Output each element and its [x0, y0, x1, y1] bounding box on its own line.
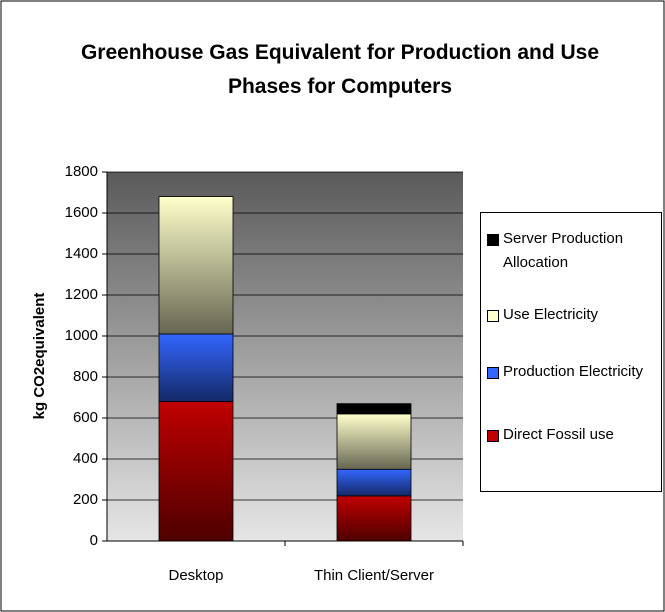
y-tick-label: 800: [73, 368, 98, 385]
y-tick-label: 400: [73, 450, 98, 467]
y-tick-label: 1000: [65, 327, 98, 344]
bar-shade: [337, 403, 411, 414]
y-tick-label: 1800: [65, 163, 98, 180]
legend-label: Direct Fossil use: [503, 426, 614, 443]
y-tick-label: 1600: [65, 204, 98, 221]
y-tick-label: 0: [90, 532, 98, 549]
bar-shade: [337, 469, 411, 496]
legend-label: Use Electricity: [503, 306, 599, 323]
legend-label: Production Electricity: [503, 363, 644, 380]
bar-shade: [159, 401, 233, 541]
legend-label: Server Production Allocation: [503, 230, 624, 271]
legend-swatch: [487, 430, 499, 442]
y-tick-label: 1400: [65, 245, 98, 262]
legend-swatch: [487, 234, 499, 246]
legend: Server Production Allocation Use Electric…: [480, 212, 662, 492]
chart-title: Greenhouse Gas Equivalent for Production…: [80, 41, 600, 98]
legend-item: Server Production Allocation: [487, 227, 663, 275]
y-tick-label: 200: [73, 491, 98, 508]
legend-item: Use Electricity: [487, 303, 663, 327]
y-tick-label: 1200: [65, 286, 98, 303]
y-tick-label: 600: [73, 409, 98, 426]
y-axis-label: kg CO2equivalent: [31, 293, 48, 420]
x-tick-label: Desktop: [168, 567, 223, 584]
x-tick-label: Thin Client/Server: [314, 567, 434, 584]
bar-shade: [337, 495, 411, 541]
legend-item: Direct Fossil use: [487, 423, 663, 447]
legend-item: Production Electricity: [487, 360, 663, 384]
bar-shade: [159, 333, 233, 402]
legend-swatch: [487, 367, 499, 379]
legend-swatch: [487, 310, 499, 322]
bar-shade: [159, 196, 233, 334]
bar-shade: [337, 413, 411, 470]
